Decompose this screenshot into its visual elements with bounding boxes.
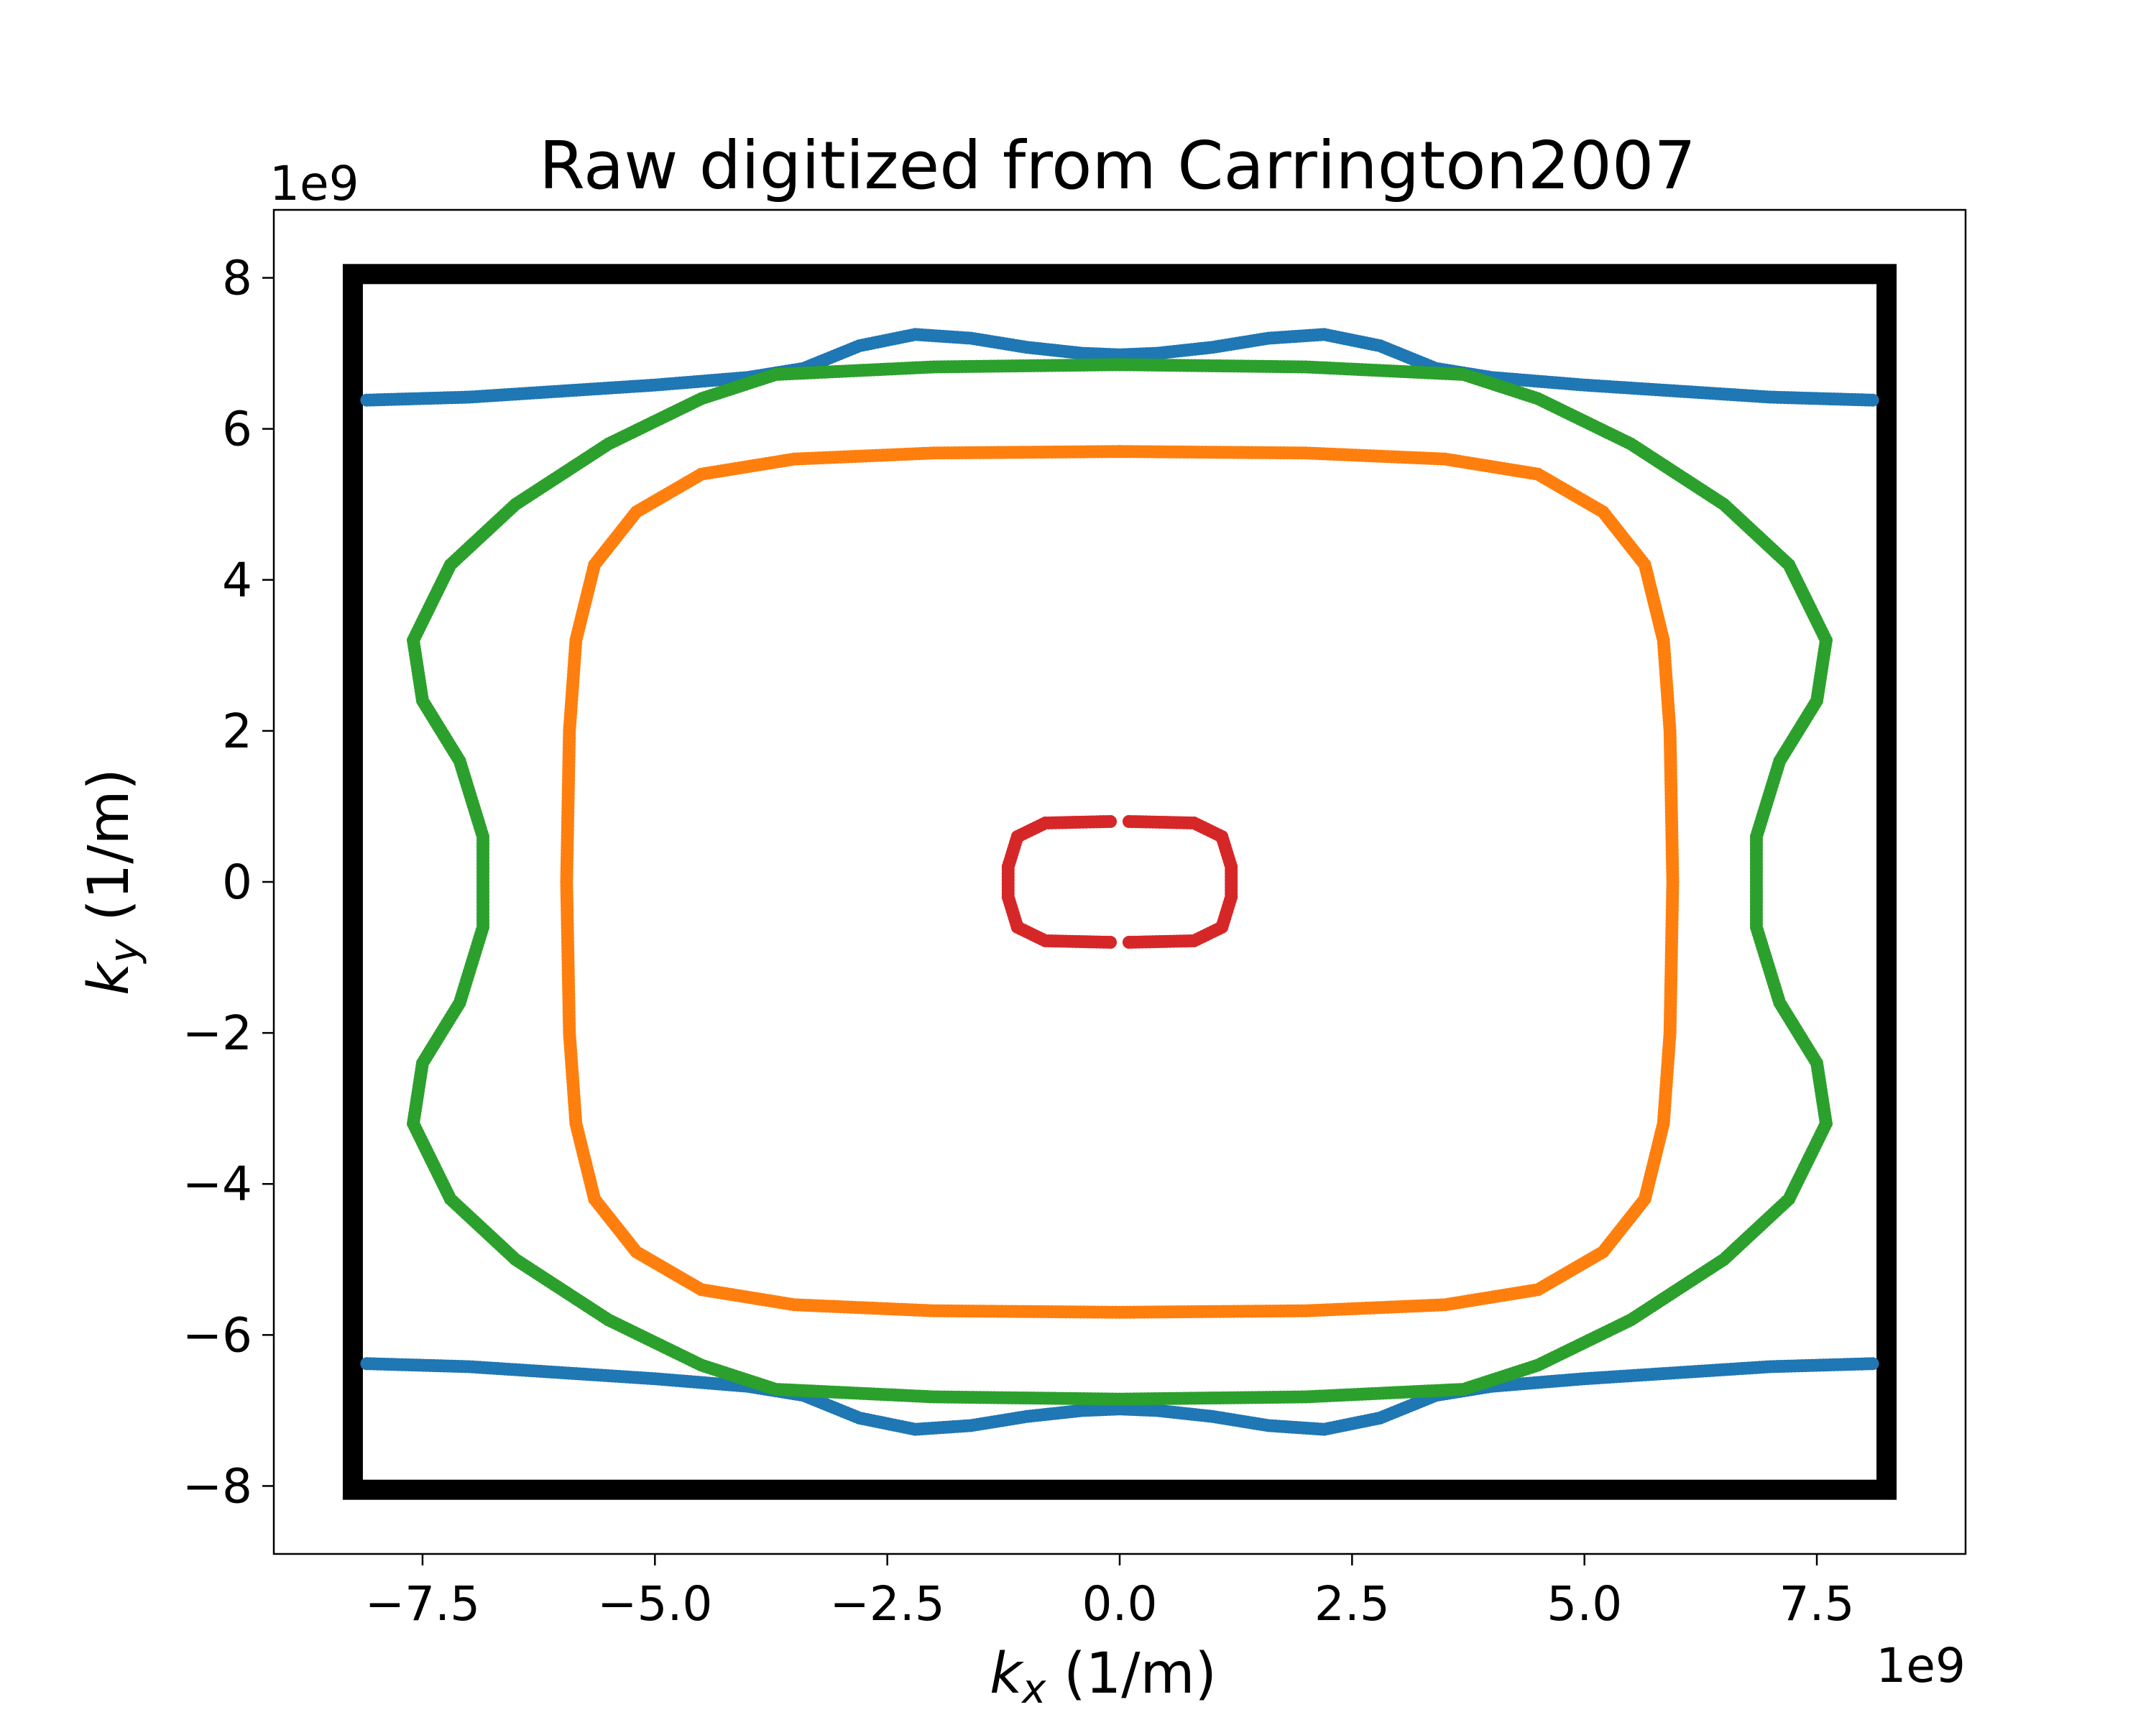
x-axis-label: kx (1/m) — [990, 1642, 1217, 1713]
scatter-series — [360, 328, 1879, 1436]
data-point — [1122, 936, 1135, 949]
brillouin-zone — [342, 264, 1897, 1500]
y-tick-label: −4 — [183, 1156, 252, 1212]
series-3 — [1001, 814, 1238, 949]
data-point — [1113, 358, 1126, 372]
y-tick-label: 4 — [222, 553, 252, 608]
y-tick-label: −6 — [183, 1307, 252, 1363]
chart-title: Raw digitized from Carrington2007 — [539, 127, 1696, 204]
data-point — [1104, 936, 1118, 949]
y-axis-label: ky (1/m) — [77, 768, 148, 995]
y-tick-label: −2 — [183, 1006, 252, 1061]
data-point — [1866, 1357, 1879, 1371]
y-tick-label: 2 — [222, 704, 252, 759]
data-point — [1113, 445, 1126, 459]
x-tick-label: −7.5 — [365, 1576, 480, 1632]
series-1 — [560, 445, 1680, 1319]
y-offset-label: 1e9 — [270, 156, 359, 211]
y-tick-label: 6 — [222, 402, 252, 457]
x-tick-label: 0.0 — [1082, 1576, 1158, 1632]
x-tick-label: −5.0 — [597, 1576, 712, 1632]
x-offset-label: 1e9 — [1876, 1638, 1966, 1693]
x-tick-label: 5.0 — [1547, 1576, 1622, 1632]
x-axis-ticks: −7.5 −5.0 −2.5 0.0 2.5 5.0 7.5 — [365, 1554, 1855, 1632]
series-0 — [360, 328, 1879, 1436]
x-tick-label: 7.5 — [1779, 1576, 1855, 1632]
y-tick-label: 8 — [222, 251, 252, 306]
series-2 — [407, 358, 1833, 1406]
x-tick-label: 2.5 — [1314, 1576, 1390, 1632]
y-tick-label: 0 — [222, 855, 252, 910]
zone-boundary — [342, 264, 1897, 1500]
data-point — [1866, 393, 1879, 407]
x-tick-label: −2.5 — [830, 1576, 945, 1632]
plot-frame — [272, 208, 1967, 1555]
y-tick-label: −8 — [183, 1458, 252, 1514]
y-axis-ticks: −8 −6 −4 −2 0 2 4 6 8 — [183, 251, 274, 1514]
